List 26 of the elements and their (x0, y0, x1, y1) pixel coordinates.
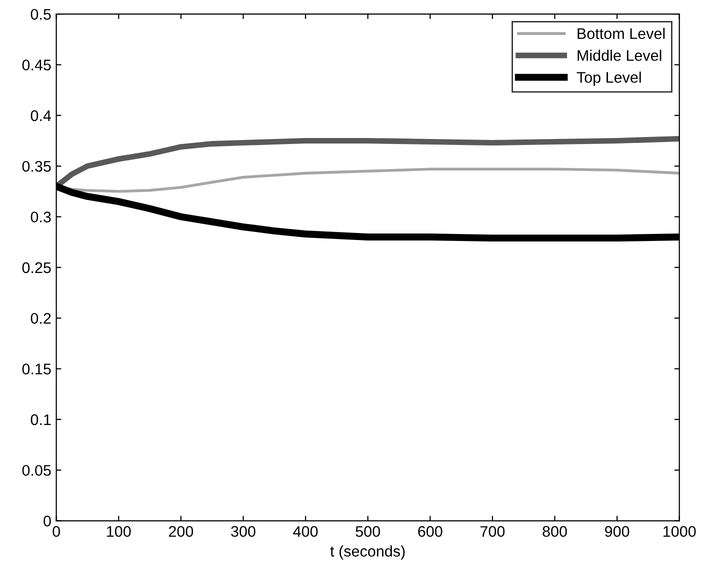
x-tick-label: 300 (231, 526, 256, 537)
y-tick-label: 0.4 (30, 110, 52, 122)
x-tick-label: 400 (293, 526, 318, 537)
x-axis-title: t (seconds) (330, 545, 405, 560)
y-tick-label: 0.35 (22, 160, 51, 172)
y-tick-label: 0.2 (30, 312, 51, 324)
x-tick-label: 0 (52, 526, 60, 537)
legend-label: Top Level (576, 72, 641, 86)
x-tick-label: 1000 (664, 526, 696, 537)
x-tick-label: 600 (418, 526, 442, 537)
y-tick-label: 0.15 (22, 364, 51, 374)
x-tick-label: 800 (542, 526, 567, 537)
y-tick-label: 0.05 (22, 464, 51, 476)
y-tick-label: 0 (44, 516, 51, 526)
legend-label: Bottom Level (578, 28, 665, 40)
x-tick-label: 900 (605, 526, 630, 537)
y-tick-label: 0.25 (22, 262, 51, 274)
y-tick-label: 0.3 (30, 212, 51, 222)
y-tick-label: 0.1 (30, 414, 51, 426)
x-tick-label: 500 (356, 526, 380, 537)
legend-label: Middle Level (578, 50, 662, 61)
y-tick-label: 0.5 (30, 8, 51, 20)
x-tick-label: 100 (107, 526, 131, 537)
x-tick-label: 200 (168, 526, 194, 537)
x-tick-label: 700 (480, 526, 505, 537)
y-tick-label: 0.45 (22, 60, 51, 70)
